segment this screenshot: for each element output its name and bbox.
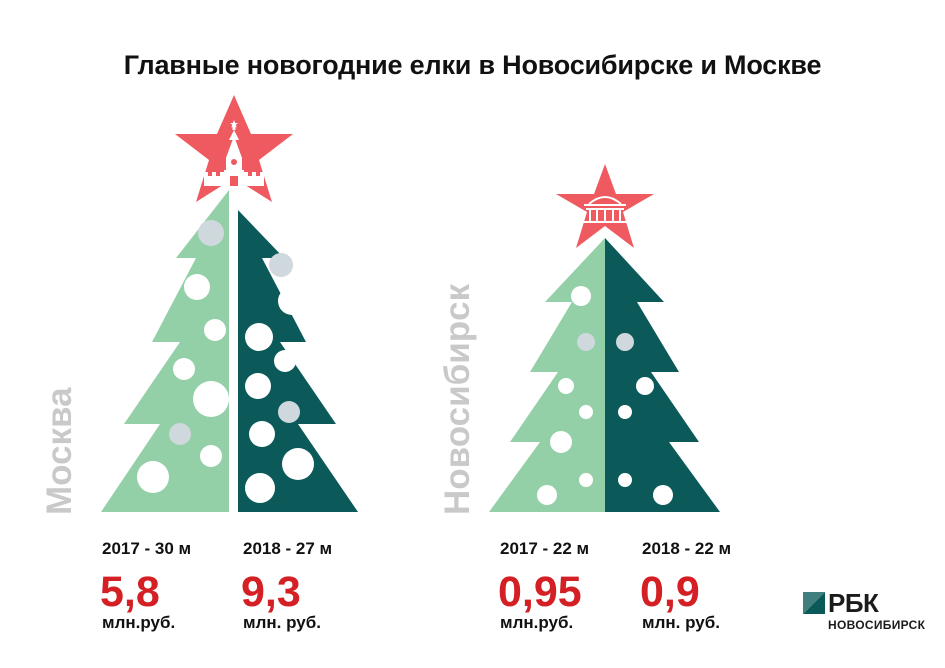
ornament (249, 421, 275, 447)
city-label-moscow: Москва (40, 387, 79, 515)
ornament (193, 381, 229, 417)
moscow-2018-unit: млн. руб. (243, 613, 321, 632)
ornament (579, 405, 593, 419)
ornament (278, 287, 306, 315)
ornament (571, 286, 591, 306)
ornament (137, 461, 169, 493)
moscow-2018-value: 9,3 (241, 568, 301, 616)
ornament (537, 485, 557, 505)
opera-theatre-icon (583, 196, 627, 223)
novosibirsk-2018-unit: млн. руб. (642, 613, 720, 632)
ornament (274, 350, 296, 372)
novosibirsk-2018-year-label: 2018 - 22 м (642, 539, 732, 558)
ornament (173, 358, 195, 380)
page-title: Главные новогодние елки в Новосибирске и… (123, 50, 822, 80)
moscow-tree (101, 95, 358, 512)
ornament (282, 448, 314, 480)
ornament (577, 333, 595, 351)
rbc-logo-subtitle: НОВОСИБИРСК (828, 618, 926, 632)
ornament (245, 323, 273, 351)
ornament (269, 253, 293, 277)
ornament (636, 377, 654, 395)
moscow-tree-left-half (101, 190, 229, 512)
moscow-2018-year-label: 2018 - 27 м (243, 539, 333, 558)
ornament (616, 333, 634, 351)
ornament (245, 373, 271, 399)
city-label-novosibirsk: Новосибирск (438, 283, 477, 515)
novosibirsk-tree-right-half (605, 238, 720, 512)
novosibirsk-2017-value: 0,95 (498, 568, 582, 616)
novosibirsk-2017-unit: млн.руб. (500, 613, 574, 632)
ornament (204, 319, 226, 341)
rbc-logo-icon (803, 592, 825, 614)
moscow-2017-year-label: 2017 - 30 м (102, 539, 192, 558)
ornament (653, 485, 673, 505)
novosibirsk-tree (489, 164, 720, 512)
moscow-2017-unit: млн.руб. (102, 613, 176, 632)
rbc-logo-text: РБК (828, 588, 879, 618)
ornament (245, 473, 275, 503)
ornament (618, 473, 632, 487)
ornament (278, 401, 300, 423)
ornament (618, 405, 632, 419)
ornament (550, 431, 572, 453)
novosibirsk-2018-value: 0,9 (640, 568, 700, 616)
novosibirsk-2017-year-label: 2017 - 22 м (500, 539, 590, 558)
ornament (200, 445, 222, 467)
ornament (558, 378, 574, 394)
moscow-2017-value: 5,8 (100, 568, 160, 616)
ornament (198, 220, 224, 246)
ornament (169, 423, 191, 445)
ornament (184, 274, 210, 300)
ornament (579, 473, 593, 487)
novosibirsk-tree-left-half (489, 238, 605, 512)
